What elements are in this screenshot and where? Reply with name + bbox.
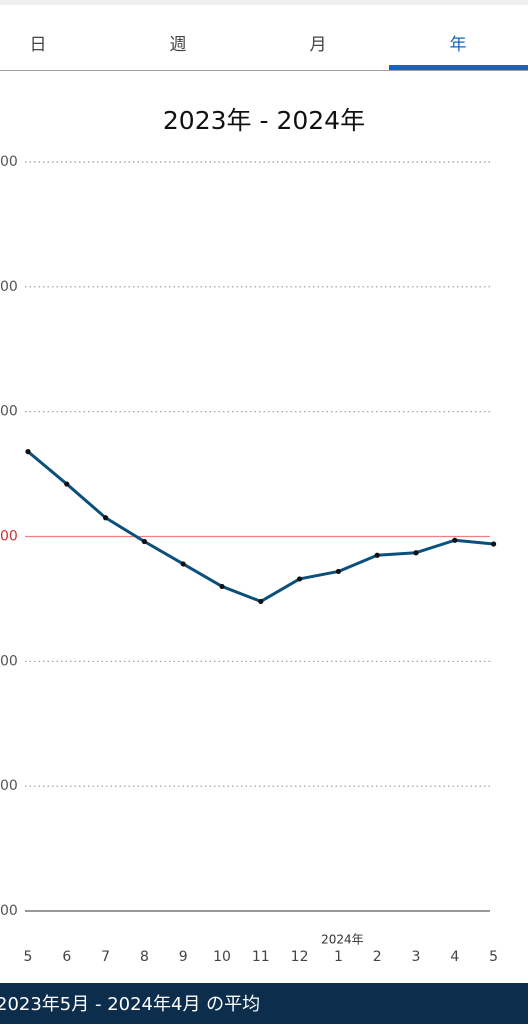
tab-label[interactable]: 週 (170, 35, 187, 55)
year-annotation: 2024年 (321, 933, 364, 947)
y-tick-label: 00 (0, 529, 18, 545)
data-point (258, 598, 264, 605)
data-point (219, 583, 225, 590)
data-point (452, 537, 458, 543)
x-tick-label: 3 (412, 949, 421, 965)
x-tick-label: 11 (252, 949, 270, 965)
footer-bar (0, 983, 528, 1024)
y-tick-label: 00 (0, 279, 18, 295)
y-tick-label: 00 (0, 404, 18, 420)
data-point (297, 576, 303, 582)
x-tick-label: 1 (334, 949, 343, 965)
data-point (64, 481, 70, 487)
x-tick-label: 7 (101, 949, 110, 965)
tab-label[interactable]: 年 (450, 35, 467, 55)
data-point (141, 538, 147, 545)
tab-label[interactable]: 月 (310, 35, 327, 55)
x-tick-label: 6 (62, 949, 71, 965)
data-point (491, 541, 497, 547)
y-tick-label: 00 (0, 154, 18, 170)
x-tick-label: 12 (291, 949, 309, 965)
data-point (413, 550, 419, 556)
data-point (103, 515, 109, 521)
top-shadow (0, 0, 528, 5)
data-point (25, 449, 31, 455)
tab-label[interactable]: 日 (30, 35, 47, 55)
data-point (374, 552, 380, 558)
y-tick-label: 00 (0, 778, 18, 794)
x-tick-label: 2 (373, 949, 382, 965)
footer-text: 2023年5月 - 2024年4月 の平均 (0, 994, 260, 1015)
tab-indicator (389, 65, 528, 70)
x-tick-label: 10 (213, 949, 231, 965)
chart-title: 2023年 - 2024年 (163, 106, 365, 135)
x-tick-label: 4 (450, 949, 459, 965)
x-tick-label: 8 (140, 949, 149, 965)
data-point (180, 561, 186, 567)
y-tick-label: 00 (0, 903, 18, 919)
x-tick-label: 5 (489, 949, 498, 965)
x-tick-label: 9 (179, 949, 188, 965)
data-point (335, 568, 341, 575)
x-tick-label: 5 (24, 949, 33, 965)
y-tick-label: 00 (0, 653, 18, 669)
data-line (27, 450, 494, 603)
